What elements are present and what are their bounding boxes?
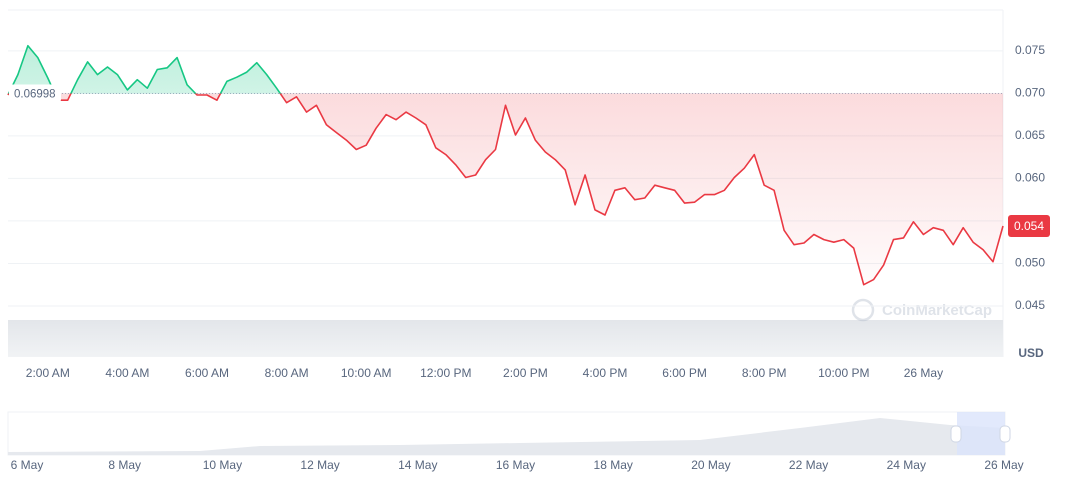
- baseline-label: 0.06998: [14, 89, 56, 101]
- baseline-label-box: [9, 84, 61, 103]
- y-unit: USD: [1018, 346, 1044, 360]
- x-tick-label: 10:00 PM: [818, 366, 869, 380]
- y-tick-label: 0.050: [1015, 256, 1045, 270]
- y-tick-label: 0.060: [1015, 171, 1045, 185]
- navigator-label: 12 May: [300, 458, 339, 472]
- x-tick-label: 8:00 AM: [265, 366, 309, 380]
- navigator-label: 20 May: [691, 458, 730, 472]
- navigator-label: 24 May: [887, 458, 926, 472]
- x-tick-label: 8:00 PM: [742, 366, 787, 380]
- navigator-label: 14 May: [398, 458, 437, 472]
- price-line: [7, 44, 1004, 286]
- navigator-label: 26 May: [984, 458, 1023, 472]
- volume-band: [8, 320, 1003, 357]
- navigator-handle[interactable]: [999, 425, 1011, 443]
- x-tick-label: 4:00 AM: [105, 366, 149, 380]
- watermark: CoinMarketCap: [851, 298, 992, 322]
- y-tick-label: 0.065: [1015, 128, 1045, 142]
- x-tick-label: 4:00 PM: [583, 366, 628, 380]
- navigator-label: 6 May: [11, 458, 44, 472]
- navigator-label: 10 May: [203, 458, 242, 472]
- x-tick-label: 12:00 PM: [420, 366, 471, 380]
- current-price-label: 0.054: [1014, 219, 1044, 233]
- navigator-selection[interactable]: [957, 412, 1005, 455]
- navigator-handle[interactable]: [950, 425, 962, 443]
- navigator-label: 18 May: [594, 458, 633, 472]
- watermark-text: CoinMarketCap: [882, 302, 992, 319]
- y-tick-label: 0.045: [1015, 298, 1045, 312]
- navigator-label: 16 May: [496, 458, 535, 472]
- x-tick-label: 2:00 PM: [503, 366, 548, 380]
- price-area: [8, 45, 1003, 285]
- x-tick-label: 2:00 AM: [26, 366, 70, 380]
- x-tick-label: 6:00 PM: [662, 366, 707, 380]
- navigator-label: 8 May: [108, 458, 141, 472]
- x-tick-label: 10:00 AM: [341, 366, 392, 380]
- y-tick-label: 0.075: [1015, 43, 1045, 57]
- x-tick-label: 26 May: [904, 366, 943, 380]
- navigator-label: 22 May: [789, 458, 828, 472]
- navigator-area: [8, 418, 1005, 455]
- current-price-box: [1008, 215, 1050, 238]
- x-tick-label: 6:00 AM: [185, 366, 229, 380]
- y-tick-label: 0.070: [1015, 86, 1045, 100]
